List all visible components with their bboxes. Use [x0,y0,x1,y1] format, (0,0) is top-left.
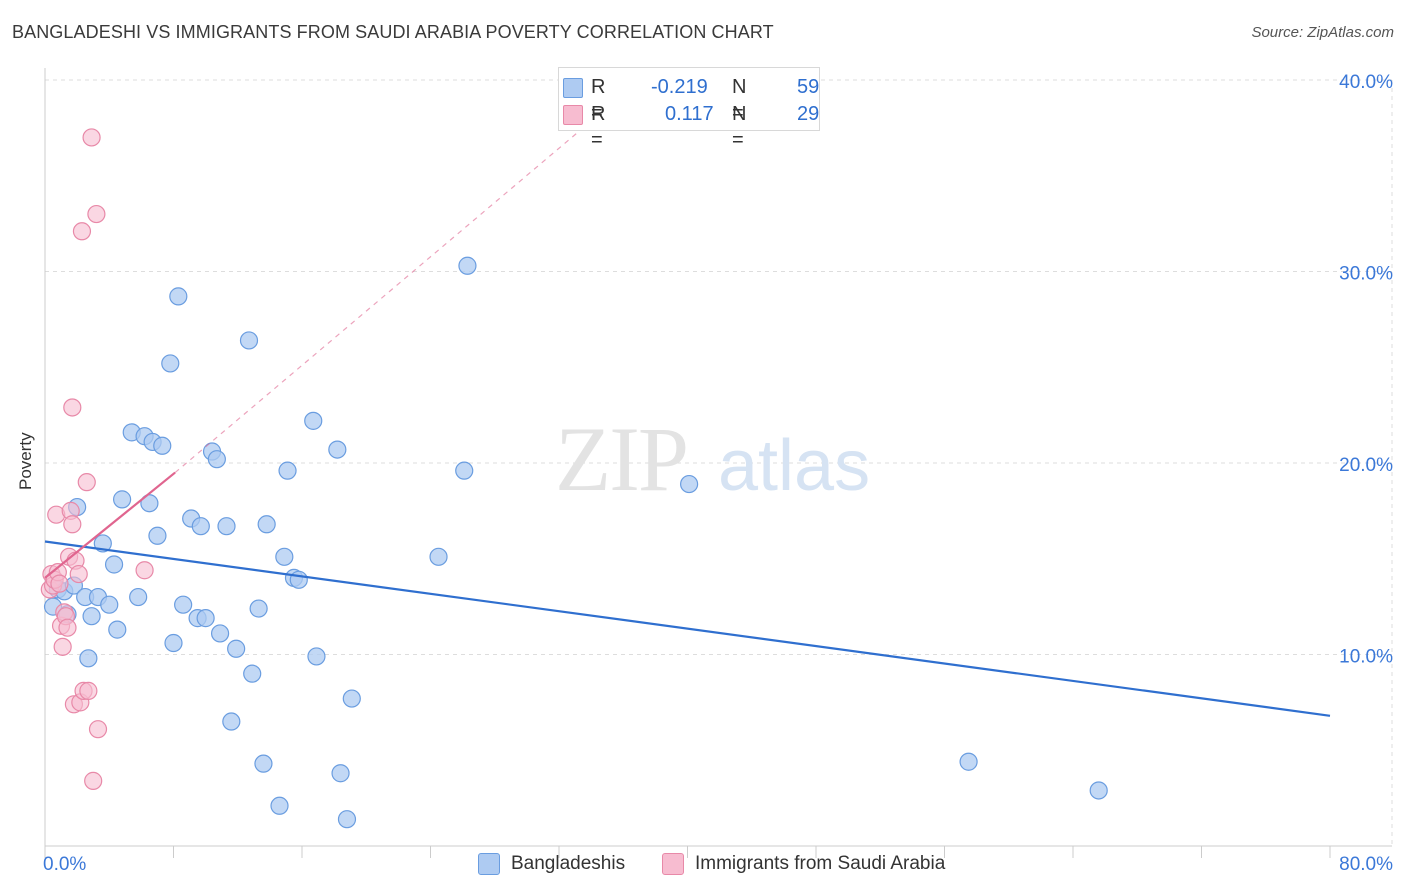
r-label: R = [591,103,606,151]
saudi-arabia-point [63,398,82,417]
bangladeshi-point [278,461,297,480]
bangladeshi-trend-line [44,540,1331,717]
bangladeshi-point [196,609,215,628]
legend-label: Immigrants from Saudi Arabia [695,853,946,874]
saudi-arabia-point [50,574,69,593]
bangladeshi-point [100,595,119,614]
y-tick-label: 10.0% [1339,647,1393,668]
bangladeshi-point [148,526,167,545]
bangladeshi-point [82,607,101,626]
saudi-arabia-point [82,128,101,147]
bangladeshi-point [254,754,273,773]
saudi-arabia-point [87,204,106,224]
n-label: N = [732,103,747,151]
bangladeshi-point [257,515,276,534]
saudi-arabia-point [69,564,88,584]
axes [44,68,1392,858]
bangladeshi-point [210,624,230,643]
legend-label: Bangladeshis [511,853,626,874]
source-label: Source: ZipAtlas.com [1251,24,1394,41]
saudi-arabia-trend-extension [174,127,584,474]
bangladeshi-point [153,436,172,455]
bangladeshi-point [227,639,246,658]
bangladeshi-point [680,474,699,494]
saudi-arabia-point [79,681,98,700]
saudi-arabia-point [88,720,108,739]
series-saudi-arabia [40,128,154,790]
bangladeshi-point [270,796,289,815]
correlation-legend: R = -0.219 N = 59 R = 0.117 N = 29 [558,67,820,151]
y-tick-label: 20.0% [1339,455,1393,476]
blue-swatch [478,853,500,875]
pink-swatch [662,853,684,875]
y-tick-label: 30.0% [1339,264,1393,285]
watermark-atlas: atlas [718,426,870,506]
saudi-arabia-point [72,222,92,241]
n-value: 29 [797,103,820,125]
bangladeshi-point [328,440,347,459]
bangladeshi-point [337,810,357,829]
bangladeshi-point [307,647,326,666]
bangladeshi-point [191,517,210,536]
series-bangladeshis [43,256,1108,829]
bangladeshi-point [304,411,323,430]
bangladeshi-point [164,633,183,653]
watermark: ZIP atlas [555,408,870,510]
blue-swatch [563,78,583,98]
x-tick-label-max: 80.0% [1339,854,1393,875]
bangladeshi-point [342,689,361,708]
watermark-zip: ZIP [555,408,687,510]
tick-labels: 10.0% 20.0% 30.0% 40.0% 0.0% 80.0% [43,72,1393,875]
bangladeshi-point [455,461,474,480]
series-legend: Bangladeshis Immigrants from Saudi Arabi… [0,852,1406,878]
bangladeshi-point [239,331,259,350]
y-axis-label: Poverty [16,432,35,490]
trend-lines [44,127,1331,717]
bangladeshi-point [217,517,236,536]
x-tick-label-min: 0.0% [43,854,86,875]
bangladeshi-point [331,764,350,783]
bangladeshi-point [222,712,241,731]
bangladeshi-point [207,450,226,469]
bangladeshi-point [112,490,132,509]
y-tick-label: 40.0% [1339,72,1393,93]
bangladeshi-point [104,555,124,574]
bangladeshi-point [1089,781,1108,800]
bangladeshi-point [289,570,308,589]
bangladeshi-point [169,287,188,306]
bangladeshi-point [243,664,262,683]
saudi-arabia-point [84,771,103,790]
bangladeshi-point [275,547,294,566]
bangladeshi-point [79,649,98,668]
bangladeshi-point [174,595,193,614]
saudi-arabia-point [58,618,77,637]
r-label: R = [591,76,606,124]
saudi-arabia-point [135,561,154,580]
chart-title: BANGLADESHI VS IMMIGRANTS FROM SAUDI ARA… [12,22,774,42]
saudi-arabia-point [53,637,72,656]
r-value: -0.219 [651,76,708,98]
n-value: 59 [797,76,820,98]
bangladeshi-point [249,599,268,618]
bangladeshi-point [108,620,127,639]
saudi-arabia-trend-line [44,471,176,579]
saudi-arabia-point [63,515,82,534]
bangladeshi-point [161,354,180,373]
pink-swatch [563,105,583,125]
bangladeshi-point [429,547,448,566]
n-label: N = [732,76,747,124]
bangladeshi-point [129,587,148,607]
saudi-arabia-point [77,473,96,492]
bangladeshi-point [458,256,477,275]
r-value: 0.117 [665,103,714,125]
bangladeshi-point [959,752,978,771]
